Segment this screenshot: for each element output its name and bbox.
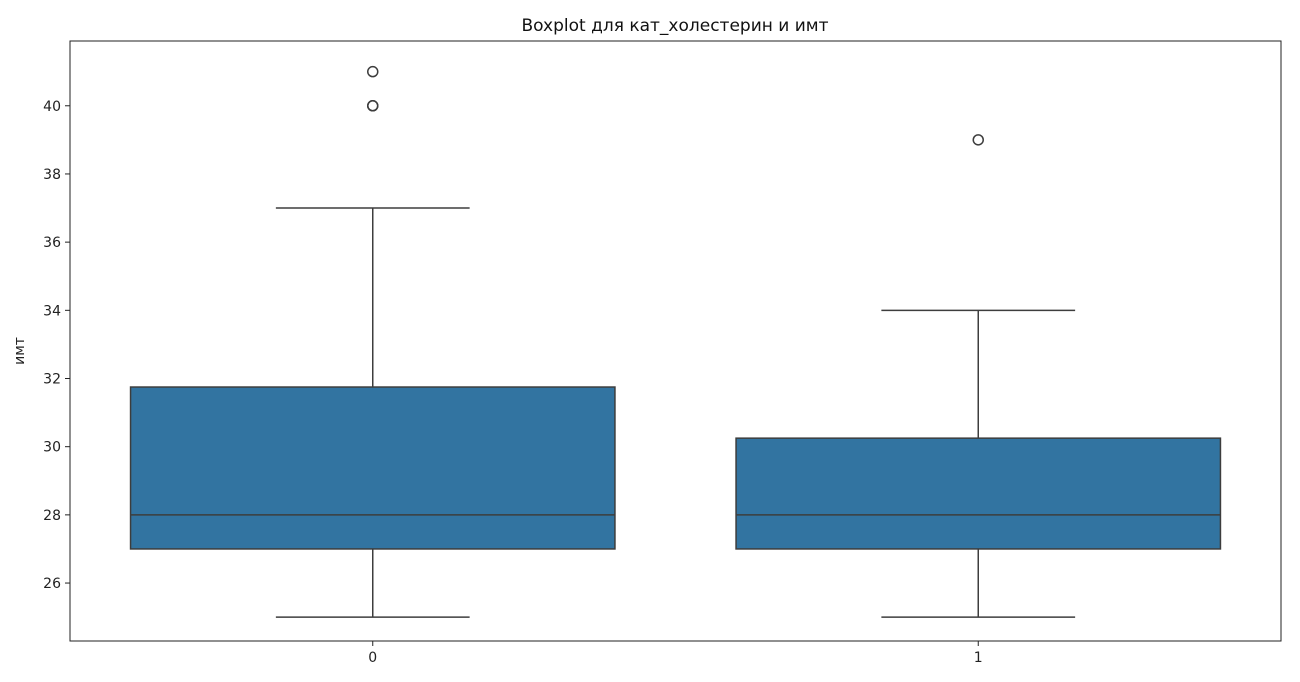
plot-frame [69,40,1282,642]
y-tick-label: 36 [43,235,61,251]
plot-area: 26 28 30 32 34 36 38 40 0 1 [43,65,1222,666]
box-category-1 [735,437,1222,550]
outlier-point [972,134,984,146]
x-tick-label: 0 [368,650,377,666]
y-tick-label: 32 [43,372,61,388]
y-tick-label: 40 [43,99,61,115]
y-tick-label: 30 [43,440,61,456]
y-tick-label: 28 [43,508,61,524]
outlier-point [367,65,379,78]
x-tick-label: 1 [974,650,983,666]
y-tick-label: 38 [43,167,61,183]
y-tick-label: 34 [43,303,61,319]
outlier-point [367,100,379,112]
y-axis-title: имт [12,337,28,365]
chart-title: Boxplot для кат_холестерин и имт [521,16,828,36]
box-category-0 [129,386,616,550]
y-tick-label: 26 [43,576,61,592]
